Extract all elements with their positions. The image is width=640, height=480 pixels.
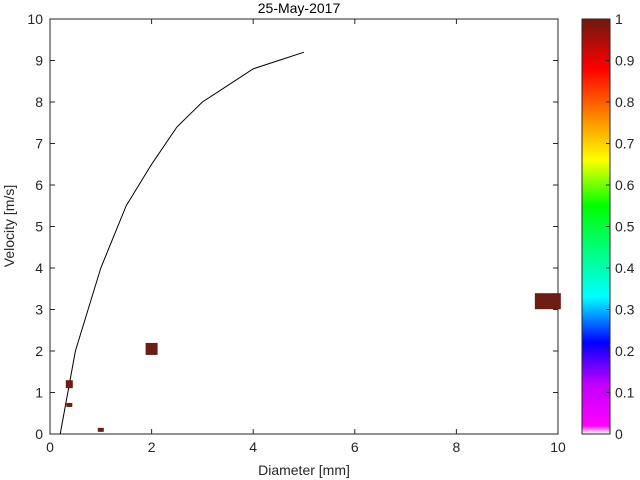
data-point bbox=[65, 380, 73, 389]
x-axis: 0 2 4 6 8 10 bbox=[46, 19, 566, 455]
y-tick-label: 9 bbox=[35, 53, 43, 69]
colorbar-tick-label: 0.8 bbox=[615, 94, 635, 110]
colorbar-tick-label: 1 bbox=[615, 11, 623, 27]
data-point bbox=[66, 402, 73, 407]
data-point bbox=[97, 427, 104, 432]
y-axis-title: Velocity [m/s] bbox=[1, 185, 17, 267]
x-tick-label: 8 bbox=[453, 439, 461, 455]
colorbar-tick-label: 0.9 bbox=[615, 53, 635, 69]
y-tick-label: 5 bbox=[35, 219, 43, 235]
colorbar-tick-label: 0.7 bbox=[615, 136, 635, 152]
x-axis-title: Diameter [mm] bbox=[258, 462, 350, 478]
plot-area bbox=[49, 18, 559, 435]
colorbar-tick-label: 0 bbox=[615, 426, 623, 442]
colorbar-tick-label: 0.5 bbox=[615, 219, 635, 235]
x-tick-label: 4 bbox=[249, 439, 257, 455]
x-tick-label: 2 bbox=[148, 439, 156, 455]
y-tick-label: 1 bbox=[35, 385, 43, 401]
fit-curve bbox=[59, 51, 305, 435]
y-tick-label: 6 bbox=[35, 177, 43, 193]
colorbar-tick-label: 0.6 bbox=[615, 177, 635, 193]
y-tick-label: 3 bbox=[35, 302, 43, 318]
y-tick-label: 10 bbox=[27, 11, 43, 27]
y-tick-label: 4 bbox=[35, 260, 43, 276]
colorbar bbox=[581, 18, 611, 435]
y-axis: 0 1 2 3 4 5 6 7 8 9 10 bbox=[27, 11, 558, 442]
colorbar-tick-label: 0.3 bbox=[615, 302, 635, 318]
x-tick-label: 6 bbox=[351, 439, 359, 455]
data-point bbox=[145, 342, 158, 355]
data-point bbox=[534, 293, 561, 310]
y-tick-label: 8 bbox=[35, 94, 43, 110]
y-tick-label: 7 bbox=[35, 136, 43, 152]
x-tick-label: 10 bbox=[550, 439, 566, 455]
colorbar-tick-label: 0.2 bbox=[615, 343, 635, 359]
chart-title: 25-May-2017 bbox=[258, 0, 341, 16]
colorbar-tick-label: 0.1 bbox=[615, 385, 635, 401]
y-tick-label: 0 bbox=[35, 426, 43, 442]
x-tick-label: 0 bbox=[46, 439, 54, 455]
y-tick-label: 2 bbox=[35, 343, 43, 359]
plot-content bbox=[59, 51, 561, 435]
colorbar-tick-label: 0.4 bbox=[615, 260, 635, 276]
colorbar-axis: 0 0.1 0.2 0.3 0.4 0.5 0.6 0.7 0.8 0.9 1 bbox=[606, 11, 635, 442]
